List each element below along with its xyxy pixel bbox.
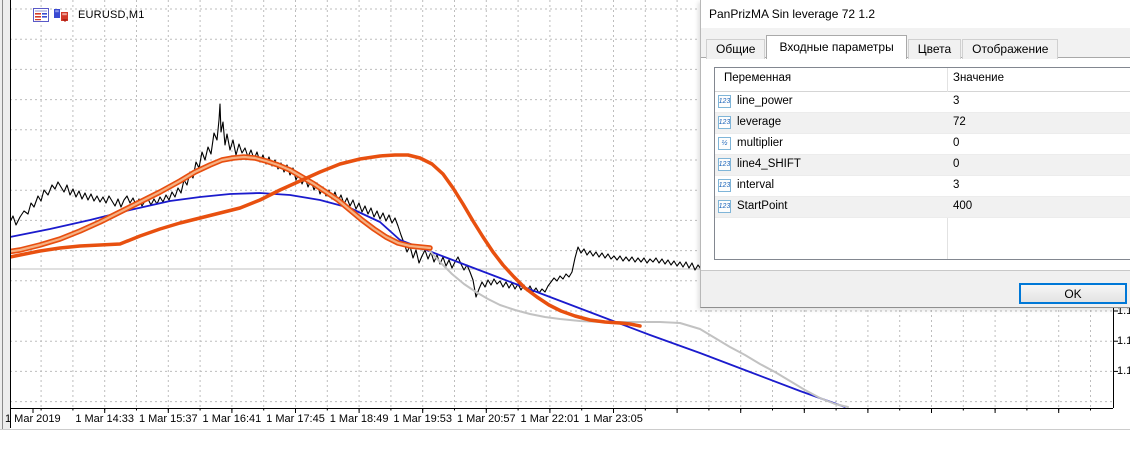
param-value[interactable]: 400 [953, 200, 973, 212]
integer-type-icon: 123 [718, 116, 731, 129]
param-value[interactable]: 3 [953, 95, 960, 107]
ok-button[interactable]: OK [1019, 283, 1127, 304]
table-row[interactable]: 123 StartPoint 400 [715, 197, 1130, 218]
param-name: leverage [737, 116, 782, 128]
param-name: StartPoint [737, 200, 788, 212]
x-axis-label: 1 Mar 23:05 [584, 413, 643, 425]
x-axis-scale[interactable]: 1 Mar 2019 1 Mar 14:33 1 Mar 15:37 1 Mar 16… [0, 413, 1130, 428]
x-axis-label: 1 Mar 14:33 [75, 413, 135, 425]
integer-type-icon: 123 [718, 179, 731, 192]
y-axis-label: 1.13420 [1117, 335, 1130, 348]
integer-type-icon: 123 [718, 158, 731, 171]
dialog-tabs: Общие Входные параметры Цвета Отображение [706, 35, 1059, 59]
table-row[interactable]: 123 interval 3 [715, 176, 1130, 197]
param-value[interactable]: 72 [953, 116, 966, 128]
chart-legend: EURUSD,M1 [33, 7, 145, 23]
param-value[interactable]: 3 [953, 179, 960, 191]
x-axis-label: 1 Mar 2019 [5, 413, 61, 425]
table-row[interactable]: 123 leverage 72 [715, 113, 1130, 134]
integer-type-icon: 123 [718, 95, 731, 108]
tab-general[interactable]: Общие [706, 39, 766, 59]
y-axis-label: 1.13330 [1117, 365, 1130, 378]
parameters-table-header: Переменная Значение [715, 68, 1130, 92]
param-name: line4_SHIFT [737, 158, 801, 170]
x-axis-label: 1 Mar 18:49 [329, 413, 389, 425]
param-value[interactable]: 0 [953, 137, 960, 149]
param-value[interactable]: 0 [953, 158, 960, 170]
x-axis-label: 1 Mar 15:37 [138, 413, 198, 425]
column-header-variable: Переменная [724, 72, 792, 84]
x-axis-label: 1 Mar 16:41 [202, 413, 262, 425]
param-name: multiplier [737, 137, 784, 149]
indicator-properties-dialog: PanPrizMA Sin leverage 72 1.2 Общие Входн… [700, 0, 1130, 308]
indicator-window-icon[interactable] [33, 7, 49, 23]
window-edge-groove [2, 0, 3, 429]
integer-type-icon: 123 [718, 200, 731, 213]
tab-inputs[interactable]: Входные параметры [766, 35, 907, 59]
x-axis-label: 1 Mar 17:45 [266, 413, 325, 425]
tab-visualization[interactable]: Отображение [962, 39, 1059, 59]
parameters-table: Переменная Значение 123 line_power 3 123 lev… [714, 67, 1130, 260]
column-header-value: Значение [953, 72, 1004, 84]
table-row[interactable]: 123 line_power 3 [715, 92, 1130, 113]
x-axis-label: 1 Mar 20:57 [456, 413, 516, 425]
chart-symbol-label: EURUSD,M1 [78, 9, 145, 21]
bar-chart-icon[interactable] [53, 7, 69, 23]
table-row[interactable]: ½ multiplier 0 [715, 134, 1130, 155]
tab-page-bottom-line [701, 270, 1130, 271]
y-axis-scale[interactable]: 1.13510 1.13420 1.13330 [1117, 0, 1130, 408]
x-axis-label: 1 Mar 22:01 [520, 413, 580, 425]
parameters-rows: 123 line_power 3 123 leverage 72 ½ multiplier 0 1… [715, 92, 1130, 218]
fraction-type-icon: ½ [718, 137, 731, 150]
window-left-edge [0, 0, 10, 429]
tab-colors[interactable]: Цвета [907, 39, 962, 59]
table-row[interactable]: 123 line4_SHIFT 0 [715, 155, 1130, 176]
param-name: interval [737, 179, 775, 191]
dialog-title: PanPrizMA Sin leverage 72 1.2 [709, 7, 876, 21]
param-name: line_power [737, 95, 793, 107]
y-axis-label: 1.13510 [1117, 305, 1130, 317]
bottom-separator [0, 429, 1130, 430]
x-axis-label: 1 Mar 19:53 [393, 413, 453, 425]
